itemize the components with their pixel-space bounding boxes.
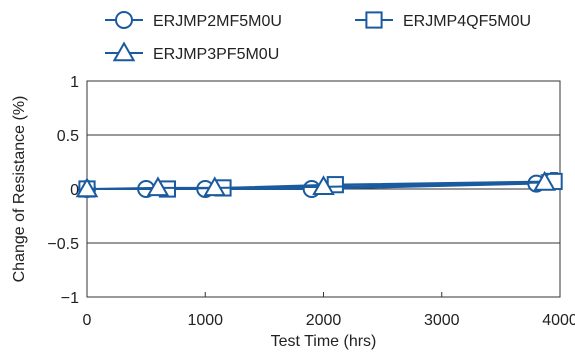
legend-item: ERJMP2MF5M0U	[105, 11, 282, 30]
y-tick-label: 1	[70, 74, 79, 91]
y-tick-label: 0.5	[57, 128, 79, 145]
x-tick-label: 3000	[424, 312, 460, 329]
data-point-triangle	[146, 176, 170, 197]
legend-label: ERJMP4QF5M0U	[403, 13, 531, 30]
data-point-triangle	[312, 175, 335, 196]
y-tick-label: −1	[61, 290, 79, 307]
x-tick-label: 1000	[187, 312, 223, 329]
data-point-triangle	[203, 176, 227, 197]
data-point-circle	[115, 11, 133, 29]
x-tick-label: 4000	[542, 312, 575, 329]
data-point-triangle	[75, 177, 99, 198]
series-group	[75, 170, 563, 198]
legend-label: ERJMP2MF5M0U	[153, 13, 282, 30]
data-point-triangle	[533, 170, 556, 191]
x-axis-label: Test Time (hrs)	[271, 333, 377, 350]
legend-label: ERJMP3PF5M0U	[153, 46, 279, 63]
y-axis-label: Change of Resistance (%)	[11, 96, 28, 283]
axis-labels: Test Time (hrs) Change of Resistance (%)	[11, 96, 376, 350]
legend-item: ERJMP3PF5M0U	[105, 41, 279, 63]
x-tick-label: 0	[83, 312, 92, 329]
axes: −1 −0.5 0 0.5 1 0 1000 2000 3000 4000	[47, 74, 575, 329]
data-point-square	[365, 11, 383, 29]
data-point-triangle	[112, 41, 136, 62]
x-tick-label: 2000	[306, 312, 342, 329]
y-tick-label: −0.5	[47, 236, 79, 253]
legend-item: ERJMP4QF5M0U	[355, 11, 531, 30]
legend: ERJMP2MF5M0U ERJMP4QF5M0U ERJMP3PF5M0U	[105, 11, 531, 63]
series-triangle	[75, 170, 556, 198]
y-tick-label: 0	[70, 182, 79, 199]
